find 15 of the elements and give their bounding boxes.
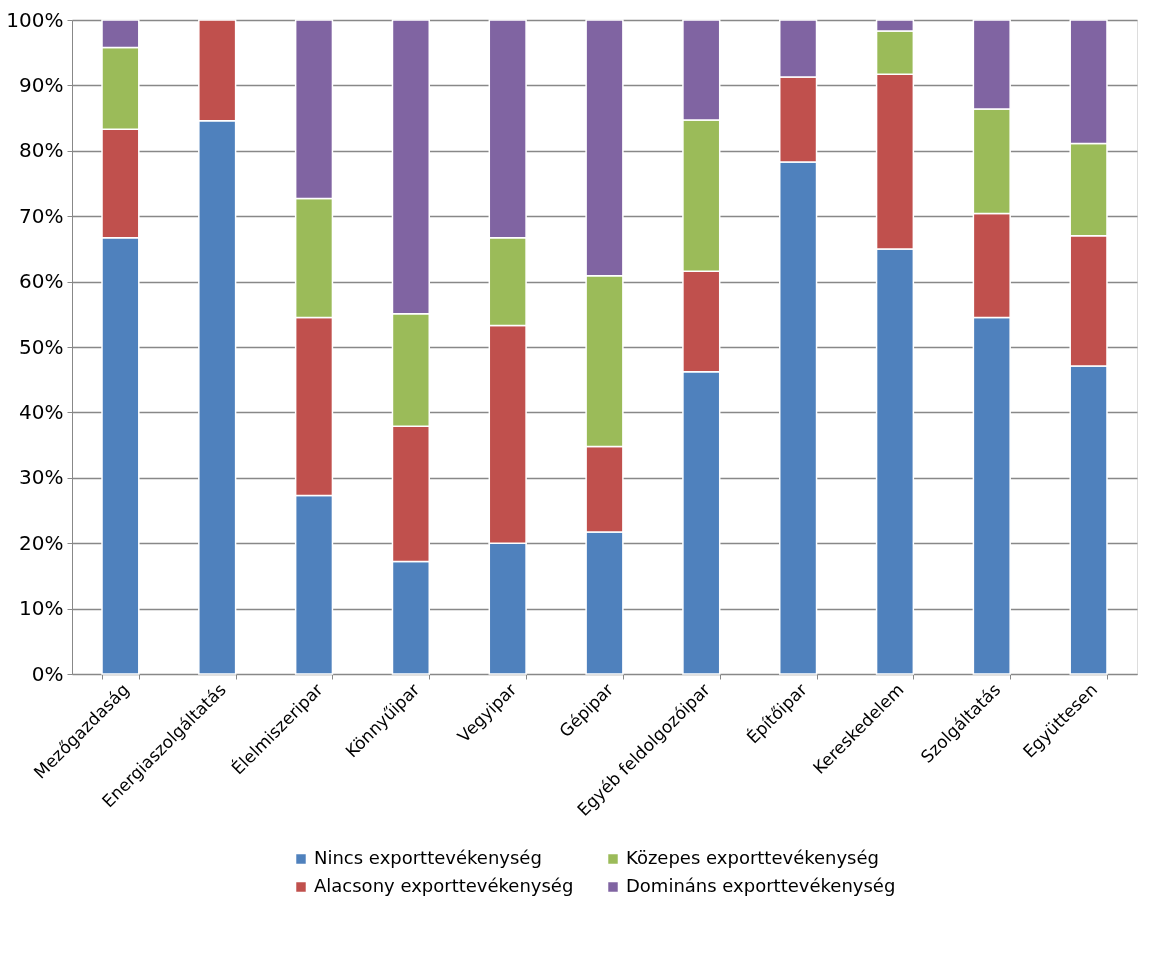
y-tick-label: 20% bbox=[19, 530, 64, 555]
legend-label: Nincs exporttevékenység bbox=[314, 847, 542, 868]
y-tick-label: 80% bbox=[19, 138, 64, 163]
y-tick-label: 100% bbox=[6, 7, 64, 32]
y-tick-label: 50% bbox=[19, 334, 64, 359]
y-tick-label: 10% bbox=[19, 596, 64, 621]
y-tick-label: 0% bbox=[31, 661, 64, 686]
y-tick-label: 60% bbox=[19, 269, 64, 294]
y-tick-label: 70% bbox=[19, 203, 64, 228]
y-tick-label: 30% bbox=[19, 465, 64, 490]
legend-label: Közepes exporttevékenység bbox=[626, 847, 880, 868]
legend-label: Alacsony exporttevékenység bbox=[314, 875, 574, 896]
legend-label: Domináns exporttevékenység bbox=[626, 875, 896, 896]
y-tick-label: 90% bbox=[19, 72, 64, 97]
y-tick-label: 40% bbox=[19, 399, 64, 424]
